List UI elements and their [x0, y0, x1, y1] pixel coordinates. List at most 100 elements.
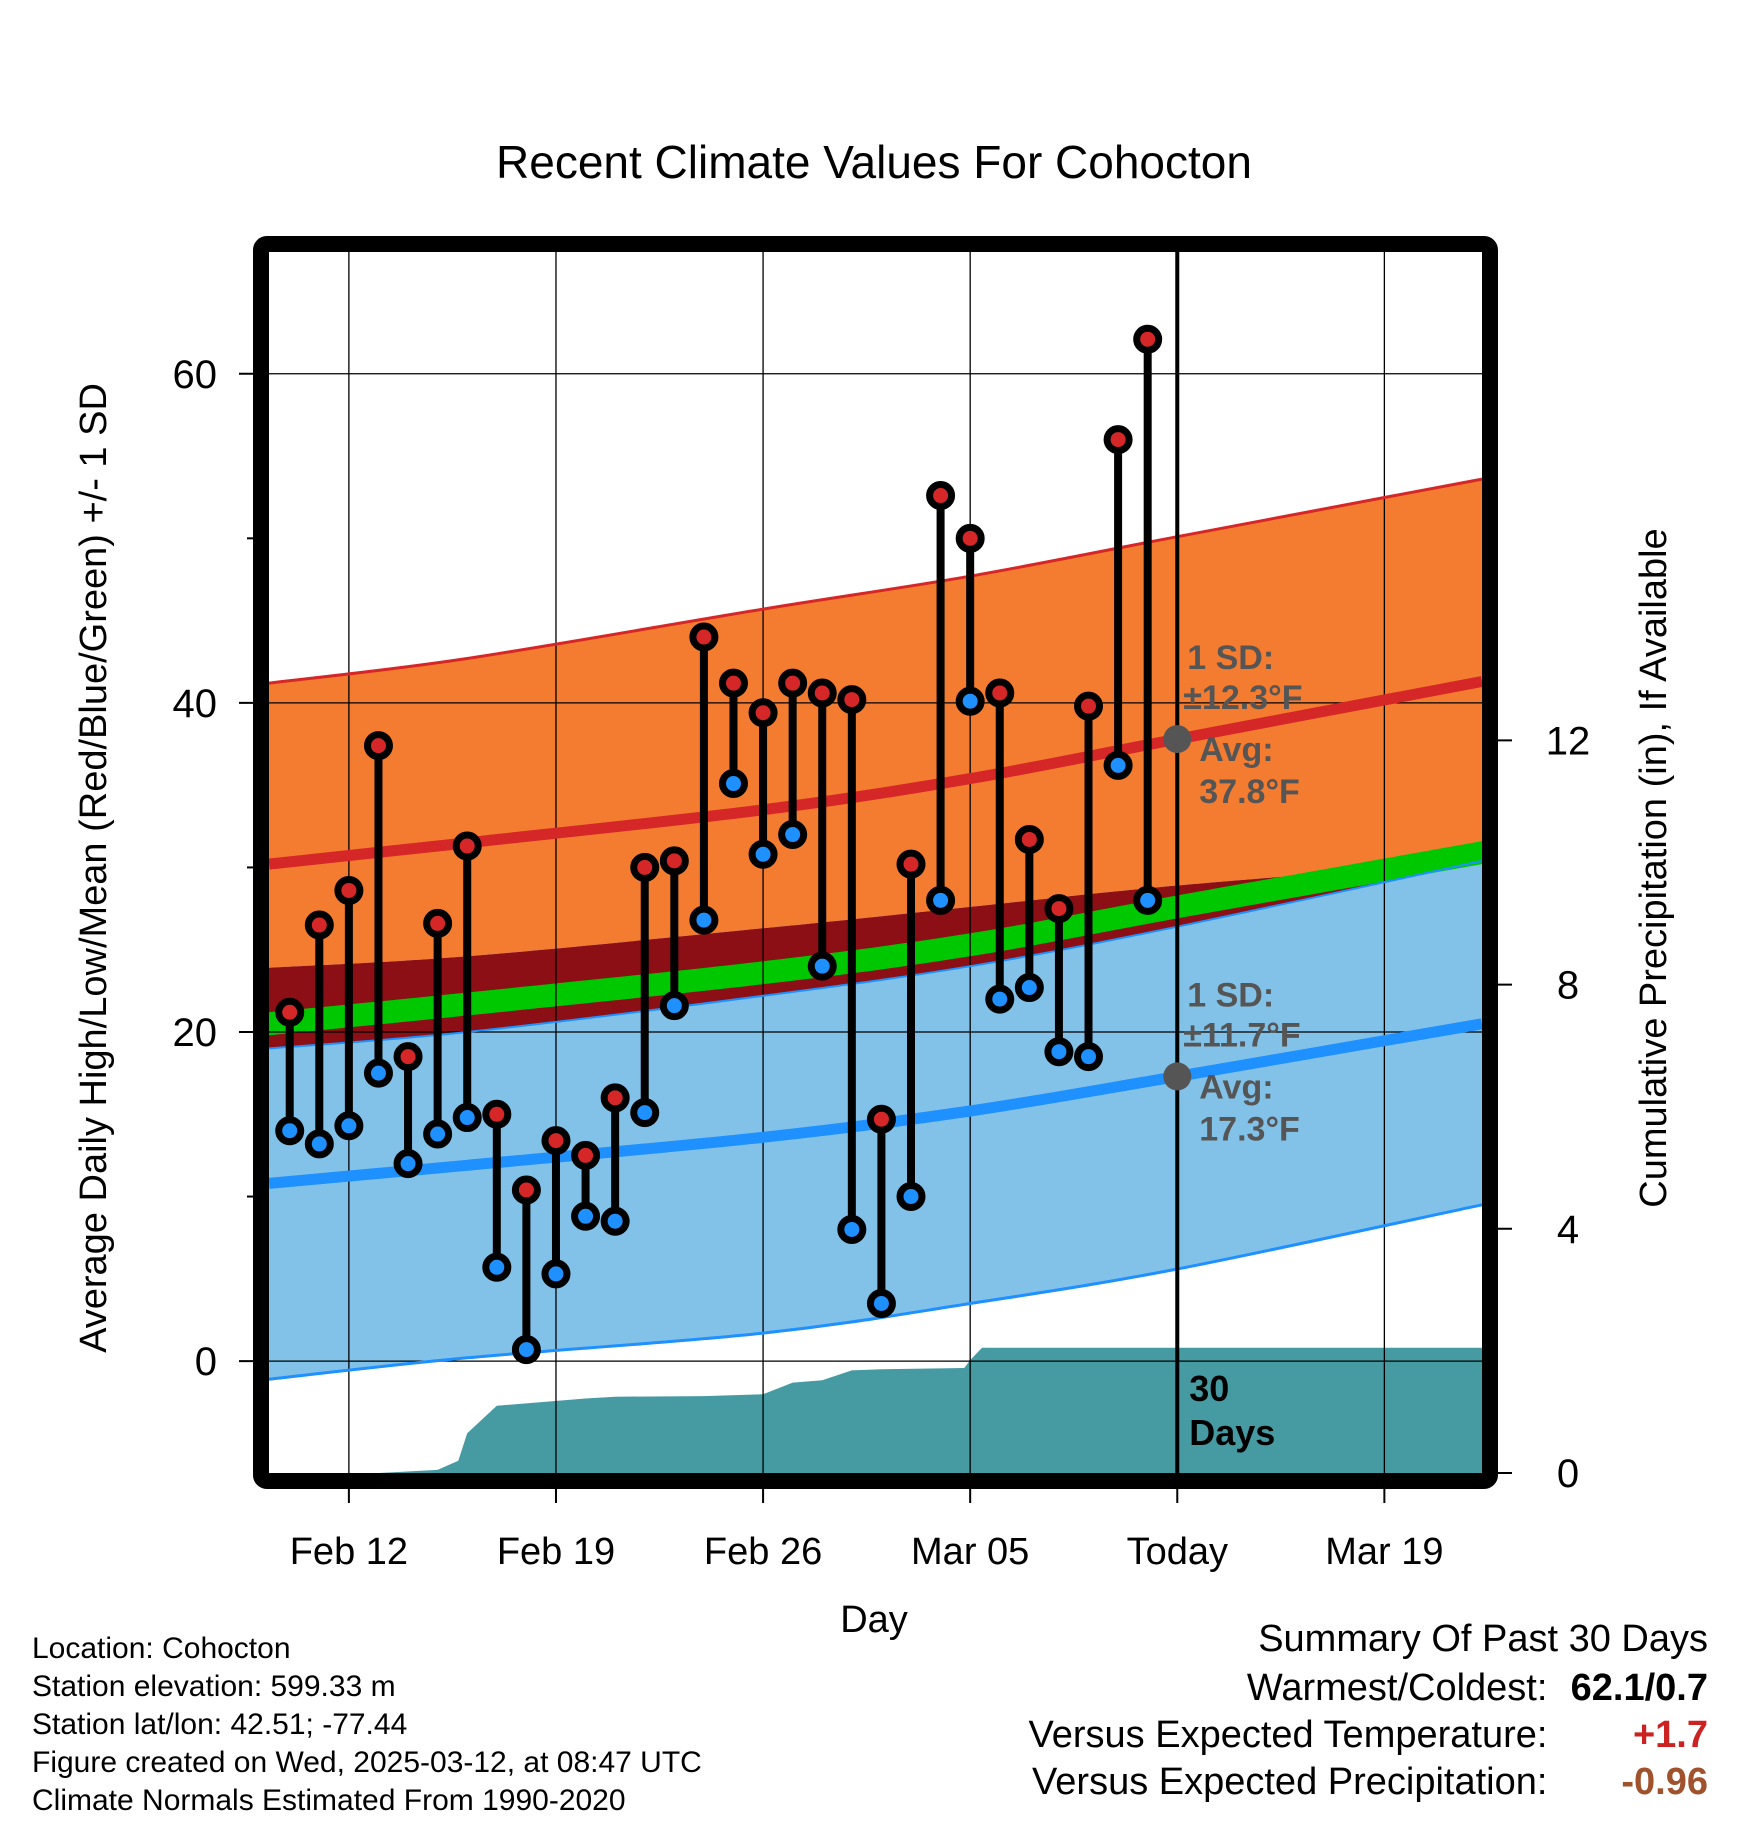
y-right-tick-label: 4: [1557, 1208, 1579, 1252]
precip-label: Versus Expected Precipitation:: [1032, 1761, 1548, 1803]
high-avg-value: 37.8°F: [1199, 773, 1300, 811]
x-tick-label: Mar 05: [911, 1531, 1029, 1573]
daily-high-point: [926, 481, 956, 511]
high-avg-label: Avg:: [1199, 731, 1273, 769]
daily-high-point: [304, 910, 334, 940]
daily-low-point: [896, 1182, 926, 1212]
daily-low-point: [866, 1289, 896, 1319]
x-tick-label: Feb 12: [290, 1531, 408, 1573]
daily-high-point: [600, 1083, 630, 1113]
daily-high-point: [955, 523, 985, 553]
x-tick-label: Feb 19: [497, 1531, 615, 1573]
daily-high-point: [1133, 324, 1163, 354]
warmest-label: Warmest/Coldest:: [1246, 1667, 1548, 1709]
low-sd-value: ±11.7°F: [1183, 1016, 1300, 1054]
daily-low-point: [452, 1103, 482, 1133]
x-tick-label: Today: [1127, 1531, 1228, 1573]
mean-band: [269, 841, 1482, 1036]
precip-days-label-line: Days: [1189, 1412, 1275, 1453]
y-left-tick-label: 60: [173, 353, 218, 397]
warmest-value: 62.1/0.7: [1570, 1667, 1708, 1709]
low-avg-value: 17.3°F: [1199, 1110, 1300, 1148]
low-today-avg-point: [1163, 1062, 1192, 1091]
location-info: Location: Cohocton Station elevation: 59…: [32, 1630, 702, 1820]
daily-low-point: [1044, 1037, 1074, 1067]
daily-high-point: [1014, 824, 1044, 854]
daily-low-point: [985, 984, 1015, 1014]
low-upper-line: [268, 859, 1483, 1050]
daily-high-point: [718, 668, 748, 698]
daily-high-point: [896, 849, 926, 879]
daily-low-point: [541, 1259, 571, 1289]
chart-title: Recent Climate Values For Cohocton: [496, 136, 1252, 188]
daily-high-point: [866, 1104, 896, 1134]
info-location: Location: Cohocton: [32, 1632, 291, 1665]
daily-low-point: [275, 1116, 305, 1146]
high-sd-label: 1 SD:: [1187, 639, 1274, 677]
plot-frame: [253, 236, 1498, 1489]
summary-title: Summary Of Past 30 Days: [1258, 1618, 1708, 1660]
daily-low-point: [807, 951, 837, 981]
summary-panel: Summary Of Past 30 Days Warmest/Coldest:…: [1029, 1618, 1708, 1804]
daily-low-point: [393, 1149, 423, 1179]
daily-low-point: [511, 1335, 541, 1365]
daily-low-point: [334, 1111, 364, 1141]
precip-days-label-line: 30: [1189, 1368, 1229, 1409]
daily-low-point: [630, 1098, 660, 1128]
daily-high-point: [363, 731, 393, 761]
daily-high-point: [837, 685, 867, 715]
daily-high-point: [1044, 894, 1074, 924]
daily-low-point: [659, 991, 689, 1021]
info-elevation: Station elevation: 599.33 m: [32, 1670, 396, 1703]
daily-high-point: [452, 831, 482, 861]
daily-high-point: [541, 1126, 571, 1156]
low-sd-label: 1 SD:: [1187, 976, 1274, 1014]
daily-high-point: [571, 1140, 601, 1170]
summary-row-warmest: Warmest/Coldest: 62.1/0.7: [1029, 1667, 1708, 1710]
y-right-tick-label: 12: [1546, 719, 1591, 763]
daily-high-point: [778, 668, 808, 698]
precip-cumulative-area: [269, 1347, 1482, 1473]
daily-low-point: [363, 1058, 393, 1088]
daily-low-point: [926, 885, 956, 915]
daily-high-point: [689, 622, 719, 652]
info-latlon: Station lat/lon: 42.51; -77.44: [32, 1708, 408, 1741]
precip-days-label: 30 Days: [1189, 1368, 1275, 1453]
x-axis-label: Day: [840, 1599, 908, 1641]
daily-low-point: [1103, 750, 1133, 780]
y-right-tick-label: 8: [1557, 964, 1579, 1008]
daily-high-point: [393, 1042, 423, 1072]
axes: Feb 12 Feb 19 Feb 26 Mar 05 Today Mar 1902040…: [173, 353, 1591, 1573]
daily-high-point: [630, 852, 660, 882]
daily-low-point: [1014, 973, 1044, 1003]
low-lower-line: [268, 1203, 1483, 1381]
temp-value: +1.7: [1632, 1714, 1708, 1756]
daily-low-point: [423, 1119, 453, 1149]
daily-high-point: [748, 698, 778, 728]
daily-low-point: [748, 839, 778, 869]
daily-high-point: [807, 678, 837, 708]
precipitation-area: 30 Days: [269, 1347, 1482, 1473]
daily-high-point: [985, 678, 1015, 708]
daily-low-point: [837, 1214, 867, 1244]
daily-low-point: [571, 1201, 601, 1231]
low-avg-label: Avg:: [1199, 1068, 1273, 1106]
daily-low-point: [1074, 1042, 1104, 1072]
y-left-tick-label: 40: [173, 682, 218, 726]
daily-low-point: [1133, 885, 1163, 915]
y-left-tick-label: 0: [195, 1340, 217, 1384]
daily-high-point: [423, 908, 453, 938]
y-axis-right-label: Cumulative Precipitation (in), If Availa…: [1633, 528, 1675, 1207]
summary-row-precipitation: Versus Expected Precipitation: -0.96: [1029, 1761, 1708, 1804]
daily-observations: [275, 324, 1163, 1365]
info-created: Figure created on Wed, 2025-03-12, at 08…: [32, 1746, 702, 1779]
y-right-tick-label: 0: [1557, 1452, 1579, 1496]
x-tick-label: Feb 26: [704, 1531, 822, 1573]
daily-low-point: [600, 1206, 630, 1236]
precip-value: -0.96: [1621, 1761, 1708, 1803]
daily-high-point: [275, 997, 305, 1027]
daily-high-point: [1074, 691, 1104, 721]
daily-low-point: [955, 686, 985, 716]
